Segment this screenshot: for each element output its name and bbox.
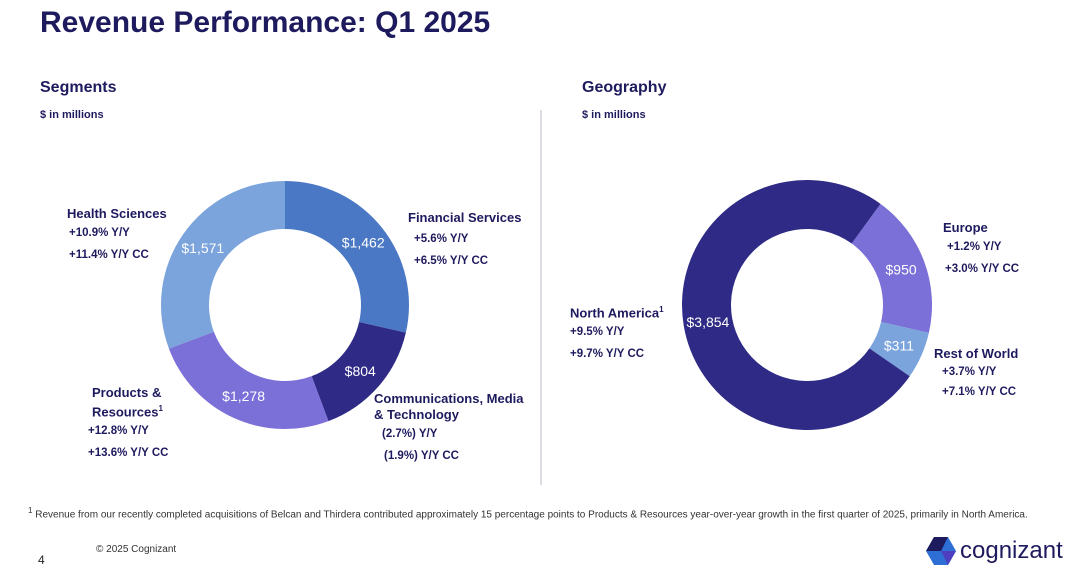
footnote-text: Revenue from our recently completed acqu… bbox=[35, 509, 1028, 521]
donut-slice-communications-media-technology bbox=[311, 321, 406, 422]
segments-title: Segments bbox=[40, 79, 117, 96]
yycc: +6.5% Y/Y CC bbox=[414, 255, 489, 267]
yycc: +13.6% Y/Y CC bbox=[88, 447, 169, 460]
yy: (2.7%) Y/Y bbox=[382, 428, 438, 440]
legend-europe: Europe +1.2% Y/Y +3.0% Y/Y CC bbox=[943, 220, 1019, 280]
slice-value-label: $1,462 bbox=[342, 235, 385, 251]
divider bbox=[540, 110, 542, 485]
yycc: +7.1% Y/Y CC bbox=[942, 386, 1017, 398]
slice-value-label: $950 bbox=[886, 262, 917, 278]
yy: +9.5% Y/Y bbox=[570, 326, 625, 339]
page-title: Revenue Performance: Q1 2025 bbox=[40, 6, 491, 39]
donut-slice-products-resources bbox=[168, 331, 329, 429]
legend-health-sciences: Health Sciences +10.9% Y/Y +11.4% Y/Y CC bbox=[67, 206, 167, 266]
label: North America bbox=[570, 305, 660, 321]
logo-icon bbox=[926, 537, 956, 565]
donut-slice-rest-of-world bbox=[869, 321, 929, 377]
geography-unit: $ in millions bbox=[582, 109, 646, 121]
yy: +5.6% Y/Y bbox=[414, 233, 469, 245]
yy: +10.9% Y/Y bbox=[69, 227, 130, 239]
yycc: +11.4% Y/Y CC bbox=[69, 249, 149, 261]
slice-value-label: $3,854 bbox=[687, 314, 730, 330]
footnote: 1 Revenue from our recently completed ac… bbox=[28, 503, 1058, 522]
copyright: © 2025 Cognizant bbox=[96, 544, 177, 555]
slice-value-label: $311 bbox=[884, 338, 914, 354]
yy: +3.7% Y/Y bbox=[942, 366, 997, 378]
footnote-marker: 1 bbox=[28, 506, 33, 515]
yy: +12.8% Y/Y bbox=[88, 425, 149, 438]
legend-rest-of-world: Rest of World +3.7% Y/Y +7.1% Y/Y CC bbox=[934, 346, 1018, 402]
legend-cmt: Communications, Media & Technology (2.7%… bbox=[374, 391, 534, 467]
donut-slice-europe bbox=[851, 203, 932, 333]
label: Communications, Media & Technology bbox=[374, 391, 524, 422]
page-number: 4 bbox=[38, 553, 45, 567]
legend-north-america: North America1 +9.5% Y/Y +9.7% Y/Y CC bbox=[570, 302, 664, 365]
slice-value-label: $804 bbox=[345, 363, 376, 379]
yycc: +9.7% Y/Y CC bbox=[570, 348, 645, 361]
footnote-marker: 1 bbox=[659, 305, 664, 314]
label: Products & Resources bbox=[92, 385, 162, 420]
label: Europe bbox=[943, 220, 988, 235]
yy: +1.2% Y/Y bbox=[947, 241, 1002, 253]
slice-value-label: $1,278 bbox=[222, 388, 265, 404]
logo-text: cognizant bbox=[960, 537, 1063, 564]
donut-slice-north-america bbox=[682, 180, 910, 430]
cognizant-logo: cognizant bbox=[926, 537, 1063, 565]
geography-title: Geography bbox=[582, 79, 667, 96]
slice-value-label: $1,571 bbox=[181, 240, 224, 256]
label: Financial Services bbox=[408, 210, 522, 225]
footnote-marker: 1 bbox=[158, 404, 163, 413]
donut-slice-health-sciences bbox=[160, 181, 285, 349]
label: Rest of World bbox=[934, 346, 1019, 361]
yycc: +3.0% Y/Y CC bbox=[945, 263, 1020, 275]
label: Health Sciences bbox=[67, 206, 167, 221]
segments-unit: $ in millions bbox=[40, 109, 104, 121]
legend-products-resources: Products & Resources1 +12.8% Y/Y +13.6% … bbox=[88, 385, 182, 464]
donut-slice-financial-services bbox=[285, 181, 409, 333]
yycc: (1.9%) Y/Y CC bbox=[384, 450, 459, 462]
legend-financial-services: Financial Services +5.6% Y/Y +6.5% Y/Y C… bbox=[408, 210, 521, 272]
